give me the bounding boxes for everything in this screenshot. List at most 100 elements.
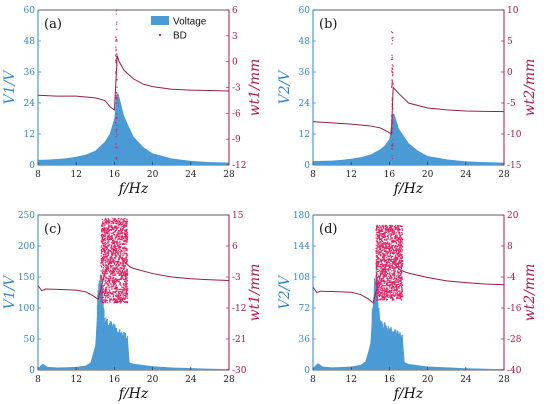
x-axis-label: f/Hz — [393, 386, 424, 402]
y-tick-label: 108 — [293, 273, 310, 283]
bd-line — [37, 55, 230, 111]
bd-scatter — [390, 31, 394, 160]
x-tick-label: 24 — [185, 375, 197, 385]
y-tick-label: 60 — [299, 6, 311, 16]
y2-tick-label: -16 — [507, 304, 522, 314]
x-tick-label: 24 — [460, 170, 472, 180]
y2-tick-label: -3 — [232, 273, 241, 283]
y2-tick-label: -3 — [232, 84, 241, 94]
y2-tick-label: -5 — [507, 99, 516, 109]
y2-tick-label: 10 — [507, 6, 519, 16]
y-tick-label: 0 — [29, 366, 35, 376]
panel-label: (d) — [319, 222, 337, 237]
y2-tick-label: -10 — [507, 130, 522, 140]
y2-tick-label: -40 — [507, 366, 522, 376]
y-tick-label: 150 — [18, 273, 35, 283]
y-axis-label: V2/V — [277, 69, 293, 105]
y-tick-label: 0 — [29, 161, 35, 171]
chart-panel-4: 8 12 16 20 24 28 0 36 72 108 144 180 -40 -28 -16 -4 8 20 (… — [277, 211, 538, 402]
x-tick-label: 28 — [223, 170, 235, 180]
y2-tick-label: -21 — [232, 335, 247, 345]
y2-tick-label: -28 — [507, 335, 522, 345]
y-tick-label: 144 — [293, 242, 310, 252]
y2-tick-label: -12 — [232, 161, 247, 171]
x-tick-label: 16 — [109, 375, 121, 385]
voltage-area — [313, 113, 504, 165]
y-tick-label: 24 — [299, 99, 311, 109]
x-tick-label: 8 — [310, 170, 316, 180]
voltage-area — [38, 92, 229, 165]
x-tick-label: 28 — [498, 375, 510, 385]
y-tick-label: 0 — [304, 366, 310, 376]
y-tick-label: 200 — [18, 242, 35, 252]
x-tick-label: 24 — [460, 375, 472, 385]
bd-line — [312, 86, 505, 135]
x-tick-label: 24 — [185, 170, 197, 180]
y-tick-label: 60 — [24, 6, 36, 16]
x-tick-label: 16 — [384, 375, 396, 385]
x-tick-label: 12 — [70, 375, 81, 385]
x-tick-label: 12 — [345, 375, 356, 385]
y2-axis-label: wt1/mm — [247, 264, 263, 322]
y2-tick-label: 0 — [232, 58, 238, 68]
x-axis-label: f/Hz — [118, 386, 149, 402]
y2-tick-label: 5 — [507, 37, 513, 47]
x-tick-label: 20 — [147, 375, 159, 385]
y-tick-label: 48 — [299, 37, 311, 47]
y2-tick-label: 8 — [507, 242, 513, 252]
x-tick-label: 12 — [345, 170, 356, 180]
voltage-spikes — [96, 274, 129, 370]
y-axis-label: V1/V — [2, 69, 18, 105]
panel-label: (a) — [44, 17, 62, 32]
y-tick-label: 24 — [24, 99, 36, 109]
bd-line — [312, 258, 505, 304]
panel-label: (c) — [44, 222, 61, 237]
x-tick-label: 12 — [70, 170, 81, 180]
x-tick-label: 8 — [35, 170, 41, 180]
legend-label-voltage: Voltage — [173, 17, 207, 28]
y-tick-label: 250 — [18, 211, 35, 221]
panel-label: (b) — [319, 17, 337, 32]
voltage-area — [38, 277, 229, 370]
chart-panel-2: 8 12 16 20 24 28 0 12 24 36 48 60 -15 -10 -5 0 5 10 (b) f/H… — [277, 6, 538, 197]
legend-label-bd: BD — [173, 31, 187, 42]
y-tick-label: 36 — [299, 68, 311, 78]
x-tick-label: 20 — [422, 375, 434, 385]
y2-tick-label: 6 — [232, 242, 238, 252]
y-tick-label: 100 — [18, 304, 35, 314]
chart-panel-3: 8 12 16 20 24 28 0 50 100 150 200 250 -30 -21 -12 -3 6 15… — [2, 211, 263, 402]
voltage-spikes — [371, 267, 404, 370]
plot-frame — [312, 214, 505, 371]
bd-scatter — [114, 10, 118, 160]
bd-scatter — [100, 217, 129, 304]
bd-line — [37, 248, 230, 301]
x-tick-label: 16 — [384, 170, 396, 180]
y-axis-label: V2/V — [277, 274, 293, 310]
y-tick-label: 36 — [24, 68, 36, 78]
y2-tick-label: 0 — [507, 68, 513, 78]
y-tick-label: 12 — [299, 130, 310, 140]
y2-axis-label: wt2/mm — [522, 264, 538, 322]
y-tick-label: 50 — [24, 335, 36, 345]
y2-axis-label: wt1/mm — [247, 59, 263, 117]
plot-frame — [37, 214, 230, 371]
legend: Voltage BD — [151, 16, 207, 42]
y-tick-label: 180 — [293, 211, 310, 221]
x-axis-label: f/Hz — [393, 181, 424, 197]
y2-tick-label: 3 — [232, 32, 238, 42]
x-tick-label: 8 — [35, 375, 41, 385]
legend-swatch-bd — [158, 33, 162, 37]
y-tick-label: 72 — [299, 304, 310, 314]
x-tick-label: 20 — [147, 170, 159, 180]
chart-panel-1: 8 12 16 20 24 2801224364860-12-9-6-3036(a)f/H… — [2, 6, 263, 197]
y2-tick-label: 15 — [232, 211, 244, 221]
y2-axis-label: wt2/mm — [522, 59, 538, 117]
x-axis-label: f/Hz — [118, 181, 149, 197]
y-tick-label: 12 — [24, 130, 35, 140]
x-tick-label: 16 — [109, 170, 121, 180]
x-tick-label: 28 — [498, 170, 510, 180]
bd-scatter — [375, 224, 404, 301]
y2-tick-label: -15 — [507, 161, 522, 171]
x-tick-label: 28 — [223, 375, 235, 385]
